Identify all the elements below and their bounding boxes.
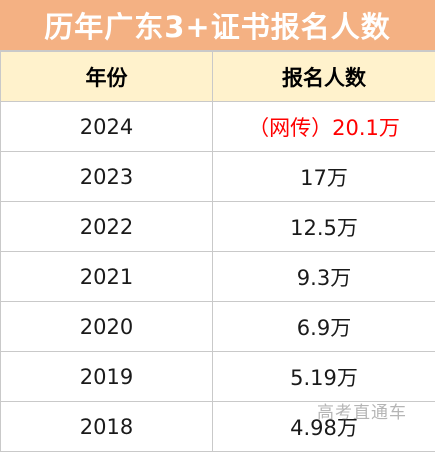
table-row: 2024 （网传）20.1万	[1, 102, 435, 152]
table-title: 历年广东3+证书报名人数	[0, 0, 435, 51]
table-row: 2021 9.3万	[1, 252, 435, 302]
table-row: 2019 5.19万	[1, 352, 435, 402]
count-cell: 6.9万	[213, 302, 435, 352]
year-cell: 2024	[1, 102, 213, 152]
count-cell: 12.5万	[213, 202, 435, 252]
count-cell: 9.3万	[213, 252, 435, 302]
count-cell: 5.19万	[213, 352, 435, 402]
year-cell: 2018	[1, 402, 213, 452]
year-cell: 2020	[1, 302, 213, 352]
column-header-year: 年份	[1, 52, 213, 102]
table-row: 2018 4.98万	[1, 402, 435, 452]
year-cell: 2023	[1, 152, 213, 202]
count-cell: 4.98万	[213, 402, 435, 452]
year-cell: 2022	[1, 202, 213, 252]
column-header-count: 报名人数	[213, 52, 435, 102]
year-cell: 2019	[1, 352, 213, 402]
header-row: 年份 报名人数	[1, 52, 435, 102]
table-row: 2022 12.5万	[1, 202, 435, 252]
count-cell: 17万	[213, 152, 435, 202]
table-row: 2023 17万	[1, 152, 435, 202]
year-cell: 2021	[1, 252, 213, 302]
enrollment-table: 年份 报名人数 2024 （网传）20.1万 2023 17万 2022 12.…	[0, 51, 435, 452]
count-cell: （网传）20.1万	[213, 102, 435, 152]
table-row: 2020 6.9万	[1, 302, 435, 352]
